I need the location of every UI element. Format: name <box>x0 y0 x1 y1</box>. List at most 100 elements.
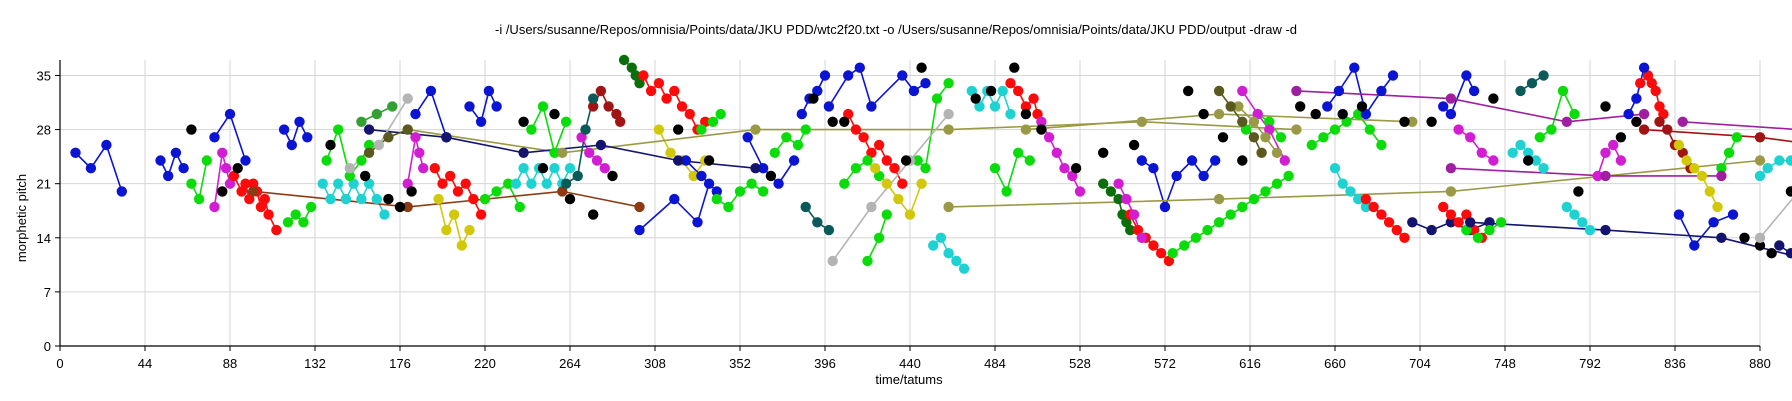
data-point <box>305 201 317 213</box>
data-point <box>317 178 328 189</box>
data-point <box>1213 108 1225 120</box>
data-point <box>684 108 695 120</box>
data-point <box>916 178 927 189</box>
data-point <box>259 193 270 205</box>
data-point <box>1217 132 1229 143</box>
data-point <box>1210 155 1221 166</box>
data-point <box>224 108 236 120</box>
data-point <box>460 178 471 189</box>
data-point <box>862 255 873 267</box>
data-point <box>537 163 549 174</box>
data-point <box>1523 155 1534 166</box>
data-point <box>1376 139 1387 151</box>
data-point <box>356 116 367 128</box>
chart-title: -i /Users/susanne/Repos/omnisia/Points/d… <box>495 22 1297 37</box>
series-line <box>287 206 312 224</box>
data-point <box>1673 209 1685 220</box>
data-point <box>1600 101 1611 112</box>
data-points <box>70 54 1792 274</box>
data-point <box>325 193 336 205</box>
data-point <box>595 85 607 97</box>
data-point <box>1638 62 1650 73</box>
y-tick-label: 28 <box>37 123 51 138</box>
data-point <box>371 193 382 205</box>
data-point <box>850 124 862 135</box>
data-point <box>1070 163 1082 174</box>
data-point <box>1689 240 1700 251</box>
x-tick-label: 484 <box>984 356 1006 371</box>
series-line <box>1759 198 1792 239</box>
data-point <box>897 178 908 189</box>
data-point <box>1283 170 1294 182</box>
data-point <box>1468 224 1480 236</box>
data-point <box>1364 124 1376 135</box>
data-point <box>808 93 819 104</box>
data-point <box>1024 155 1036 166</box>
data-point <box>1495 217 1507 228</box>
data-point <box>1638 124 1650 135</box>
data-point <box>475 209 487 220</box>
data-point <box>1774 240 1785 251</box>
data-point <box>1754 170 1766 182</box>
data-point <box>1237 155 1248 166</box>
y-tick-label: 14 <box>37 231 51 246</box>
x-tick-label: 748 <box>1494 356 1516 371</box>
data-point <box>1252 108 1263 120</box>
data-point <box>1113 178 1124 189</box>
data-point <box>217 186 228 197</box>
data-point <box>584 147 595 158</box>
data-point <box>1453 124 1464 135</box>
x-tick-label: 88 <box>223 356 237 371</box>
data-point <box>1256 147 1267 158</box>
data-point <box>1295 101 1306 112</box>
data-point <box>1125 224 1136 236</box>
data-point <box>514 201 525 213</box>
data-point <box>931 93 943 104</box>
data-point <box>866 201 877 213</box>
series-line <box>774 129 807 154</box>
data-point <box>1515 85 1526 97</box>
data-point <box>634 78 645 89</box>
data-point <box>255 201 267 213</box>
data-point <box>989 163 1001 174</box>
data-point <box>1136 155 1148 166</box>
data-point <box>1345 186 1356 197</box>
data-point <box>1009 62 1020 73</box>
data-point <box>1476 147 1488 158</box>
data-point <box>1538 70 1549 81</box>
x-tick-label: 528 <box>1069 356 1091 371</box>
data-point <box>356 193 367 205</box>
data-point <box>1001 186 1012 197</box>
data-point <box>1681 155 1692 166</box>
data-point <box>1036 116 1047 128</box>
data-point <box>402 178 413 189</box>
data-point <box>1638 108 1650 120</box>
data-point <box>928 240 939 251</box>
data-point <box>429 163 440 174</box>
data-point <box>1631 93 1642 104</box>
data-point <box>707 116 719 128</box>
data-point <box>1731 132 1743 143</box>
data-point <box>1349 62 1360 73</box>
data-point <box>1723 147 1735 158</box>
data-point <box>1353 193 1364 205</box>
data-point <box>410 132 421 143</box>
data-point <box>618 54 630 66</box>
data-point <box>224 178 236 189</box>
data-point <box>1561 201 1573 213</box>
x-tick-label: 264 <box>559 356 581 371</box>
data-point <box>881 209 892 220</box>
data-point <box>1213 217 1225 228</box>
data-point <box>1526 78 1538 89</box>
series-line <box>1596 143 1622 177</box>
data-point <box>479 193 491 205</box>
data-point <box>603 101 614 112</box>
data-point <box>1785 248 1792 259</box>
y-tick-label: 7 <box>44 285 51 300</box>
x-tick-label: 792 <box>1579 356 1601 371</box>
data-point <box>1615 132 1627 143</box>
data-point <box>503 178 514 189</box>
data-point <box>862 155 873 166</box>
data-point <box>541 178 552 189</box>
